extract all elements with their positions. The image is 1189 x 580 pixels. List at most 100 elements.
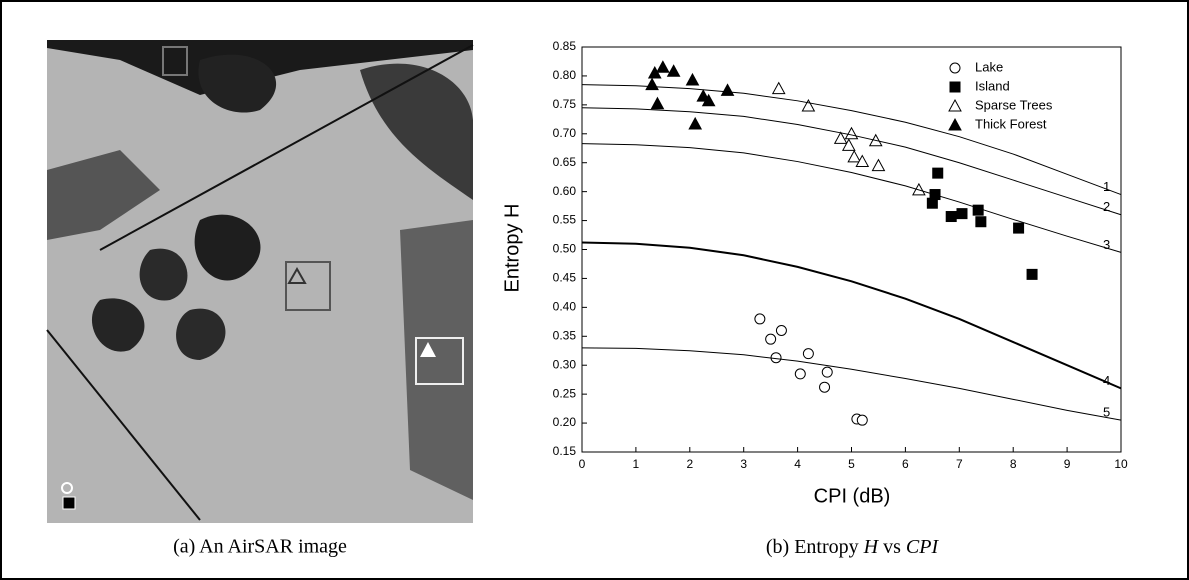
y-tick-label: 0.35 <box>553 328 577 342</box>
point <box>656 60 670 73</box>
y-tick-label: 0.15 <box>553 444 577 458</box>
point <box>685 72 700 86</box>
point <box>975 216 987 228</box>
curve-label: 3 <box>1103 237 1110 252</box>
textured-region <box>400 220 473 500</box>
x-tick-label: 7 <box>956 457 963 471</box>
y-tick-label: 0.85 <box>553 39 577 53</box>
point <box>847 149 862 163</box>
caption-part: H <box>863 536 880 558</box>
road <box>46 329 201 521</box>
x-tick-label: 4 <box>794 457 801 471</box>
point <box>871 158 886 172</box>
caption-part: (b) Entropy <box>766 536 864 558</box>
point <box>802 348 814 360</box>
curve-label: 4 <box>1103 373 1110 388</box>
y-tick-label: 0.55 <box>553 213 577 227</box>
y-tick-label: 0.30 <box>553 357 577 371</box>
dark-region <box>194 214 261 281</box>
point <box>650 96 665 110</box>
point <box>754 313 766 325</box>
legend-marker <box>948 117 962 131</box>
point <box>765 333 777 345</box>
point <box>794 368 806 380</box>
legend-label: Thick Forest <box>975 116 1047 131</box>
region-box <box>162 46 188 76</box>
triangle-icon <box>287 266 307 284</box>
legend-label: Sparse Trees <box>975 97 1053 112</box>
x-tick-label: 10 <box>1114 457 1128 471</box>
point <box>801 98 816 112</box>
point <box>1013 222 1025 234</box>
caption-part: vs <box>878 536 906 558</box>
y-axis-label: Entropy H <box>501 204 523 293</box>
x-tick-label: 0 <box>579 457 586 471</box>
curve <box>581 143 1122 253</box>
x-tick-label: 6 <box>902 457 909 471</box>
x-tick-label: 1 <box>633 457 640 471</box>
legend-label: Lake <box>975 59 1003 74</box>
legend-marker <box>949 81 961 93</box>
point <box>855 154 870 168</box>
y-tick-label: 0.60 <box>553 184 577 198</box>
point <box>932 167 944 179</box>
curve <box>581 84 1122 196</box>
x-tick-label: 8 <box>1010 457 1017 471</box>
legend-label: Island <box>975 78 1010 93</box>
y-tick-label: 0.65 <box>553 155 577 169</box>
curve-label: 5 <box>1103 405 1110 420</box>
point <box>956 208 968 220</box>
point <box>775 325 787 336</box>
y-tick-label: 0.70 <box>553 126 577 140</box>
point <box>844 126 859 140</box>
x-tick-label: 2 <box>686 457 693 471</box>
dark-region <box>139 248 188 301</box>
dark-region <box>91 298 145 352</box>
y-tick-label: 0.20 <box>553 415 577 429</box>
y-tick-label: 0.25 <box>553 386 577 400</box>
point <box>945 211 957 223</box>
point <box>666 64 681 77</box>
legend-marker <box>949 62 961 74</box>
y-tick-label: 0.45 <box>553 271 577 285</box>
legend-marker <box>948 98 962 112</box>
square-icon <box>62 496 76 510</box>
point <box>856 414 868 426</box>
point <box>770 352 782 364</box>
point <box>819 381 831 393</box>
curve <box>581 107 1122 216</box>
y-tick-label: 0.50 <box>553 242 577 256</box>
region-box <box>285 261 331 311</box>
point <box>1026 268 1038 280</box>
point <box>688 116 703 130</box>
dark-region <box>198 54 277 113</box>
caption-part: CPI <box>906 536 940 558</box>
x-tick-label: 3 <box>740 457 747 471</box>
region-box <box>415 337 464 385</box>
x-tick-label: 9 <box>1064 457 1071 471</box>
point <box>821 366 833 378</box>
point <box>645 77 659 91</box>
point <box>720 83 735 96</box>
curve <box>581 347 1122 421</box>
x-axis-label: CPI (dB) <box>814 485 891 507</box>
caption-b: (b) Entropy H vs CPI <box>766 536 940 558</box>
point <box>841 138 856 151</box>
road <box>99 44 474 251</box>
textured-region <box>47 150 160 240</box>
point <box>771 81 786 95</box>
point <box>701 93 716 107</box>
y-tick-label: 0.80 <box>553 68 577 82</box>
curve <box>581 241 1122 390</box>
circle-icon <box>61 482 73 494</box>
airsar-image <box>46 40 474 523</box>
triangle-icon <box>420 342 436 357</box>
dark-region <box>360 63 473 201</box>
curve-label: 2 <box>1103 199 1110 214</box>
y-tick-label: 0.40 <box>553 300 577 314</box>
y-tick-label: 0.75 <box>553 97 577 111</box>
caption-a: (a) An AirSAR image <box>173 536 347 558</box>
point <box>833 131 848 144</box>
